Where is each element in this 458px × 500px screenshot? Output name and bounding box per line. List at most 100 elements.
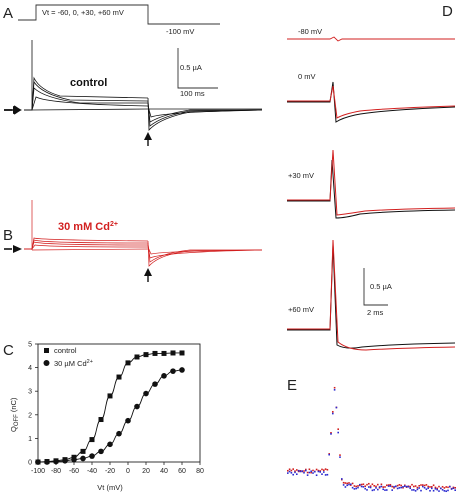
e-point-blue (396, 487, 399, 490)
e-point-blue (449, 485, 451, 488)
x-tick-label: -40 (87, 468, 97, 475)
control-label: control (70, 77, 107, 89)
point-cd (71, 456, 77, 463)
scale-current-a: 0.5 µA (180, 63, 202, 72)
cd-label: 30 mM Cd2+ (58, 221, 118, 233)
e-point-blue (386, 489, 388, 491)
e-point-blue (441, 488, 444, 491)
e-point-blue (438, 490, 440, 492)
point-cd (62, 458, 68, 464)
e-point-red (353, 485, 356, 487)
e-point-red (441, 485, 444, 488)
legend-marker-control (44, 348, 49, 353)
e-point-red (434, 486, 437, 489)
e-point-blue (290, 472, 293, 474)
e-point-blue (427, 487, 429, 489)
point-control (98, 417, 104, 423)
e-point-blue (314, 470, 316, 473)
point-cd (116, 430, 122, 437)
x-tick-label: -60 (69, 468, 79, 475)
cd-traces (24, 200, 263, 267)
e-point-blue (294, 471, 296, 474)
e-point-blue (373, 489, 375, 491)
tail-arrow-icon-a (144, 132, 152, 140)
e-point-blue (387, 485, 390, 487)
plot-frame (37, 343, 201, 463)
e-point-red (323, 469, 325, 472)
x-tick-label: 20 (142, 468, 150, 475)
x-tick-label: -20 (105, 468, 115, 475)
chart-c: -100 -80 -60 -40 -20 0 20 40 60 80 0 1 2 3 4 5 QOFF (nC… (9, 342, 204, 493)
e-point-red (375, 485, 377, 488)
x-tick-label: 80 (196, 468, 204, 475)
e-point-red (350, 484, 352, 486)
panel-c: C -100 -80 -60 -40 -20 0 20 40 60 80 0 1 2 3 4 5 QOFF (… (3, 342, 204, 493)
e-point-blue (422, 485, 424, 488)
e-point-blue (359, 483, 361, 486)
e-point-blue (299, 470, 302, 473)
e-point-blue (378, 486, 381, 488)
baseline-arrow-icon-b (13, 245, 22, 253)
trace-m80 (287, 36, 455, 42)
e-point-blue (333, 389, 336, 391)
control-traces (24, 40, 263, 131)
e-point-blue (328, 453, 330, 456)
voltage-protocol (18, 4, 220, 25)
e-point-blue (377, 488, 379, 491)
point-control (143, 352, 149, 358)
e-point-blue (326, 473, 329, 476)
e-point-blue (296, 473, 298, 476)
e-point-blue (324, 474, 327, 476)
e-point-blue (384, 489, 386, 491)
e-point-blue (413, 489, 415, 491)
e-point-red (369, 485, 372, 487)
e-point-blue (454, 489, 456, 491)
e-point-red (308, 468, 311, 471)
e-point-red (402, 486, 404, 489)
e-point-blue (287, 472, 289, 474)
scale-bar-a (177, 48, 218, 89)
point-control (170, 350, 176, 356)
e-point-blue (288, 470, 291, 473)
trace-label-60: +60 mV (288, 305, 314, 314)
e-point-red (425, 484, 428, 486)
e-point-blue (440, 487, 442, 490)
point-cd (80, 455, 86, 462)
point-control (89, 437, 95, 443)
e-point-red (362, 483, 365, 486)
y-tick-label: 4 (28, 365, 32, 372)
e-point-blue (357, 486, 359, 489)
e-point-red (357, 485, 359, 487)
e-point-red (337, 428, 339, 430)
point-cd (143, 390, 149, 397)
e-point-red (288, 468, 291, 471)
e-point-red (324, 468, 327, 470)
e-point-red (409, 485, 411, 488)
e-point-red (315, 468, 318, 471)
e-point-red (355, 485, 357, 488)
e-point-blue (341, 478, 343, 480)
panel-e-traces (287, 386, 456, 493)
panel-a: A Vt = -60, 0, +30, +60 mV -100 mV 0.5 µ… (3, 4, 263, 146)
e-point-red (423, 484, 426, 487)
e-point-red (296, 469, 298, 471)
y-axis-label-unit: (nC) (9, 397, 18, 412)
e-point-red (366, 483, 368, 486)
e-point-red (382, 486, 384, 488)
e-point-blue (337, 431, 339, 434)
e-point-red (317, 469, 320, 472)
e-point-blue (342, 484, 345, 486)
e-point-red (305, 468, 307, 471)
e-point-blue (312, 472, 314, 474)
point-cd (44, 459, 50, 465)
e-point-blue (310, 470, 312, 473)
e-point-blue (382, 488, 384, 491)
e-point-blue (335, 406, 338, 409)
e-point-blue (362, 486, 365, 488)
point-cd (161, 373, 167, 379)
e-point-blue (423, 486, 426, 489)
legend-label-cd-sup: 2+ (87, 359, 93, 365)
e-point-red (414, 485, 417, 487)
e-point-red (287, 469, 289, 472)
e-point-blue (391, 489, 393, 491)
